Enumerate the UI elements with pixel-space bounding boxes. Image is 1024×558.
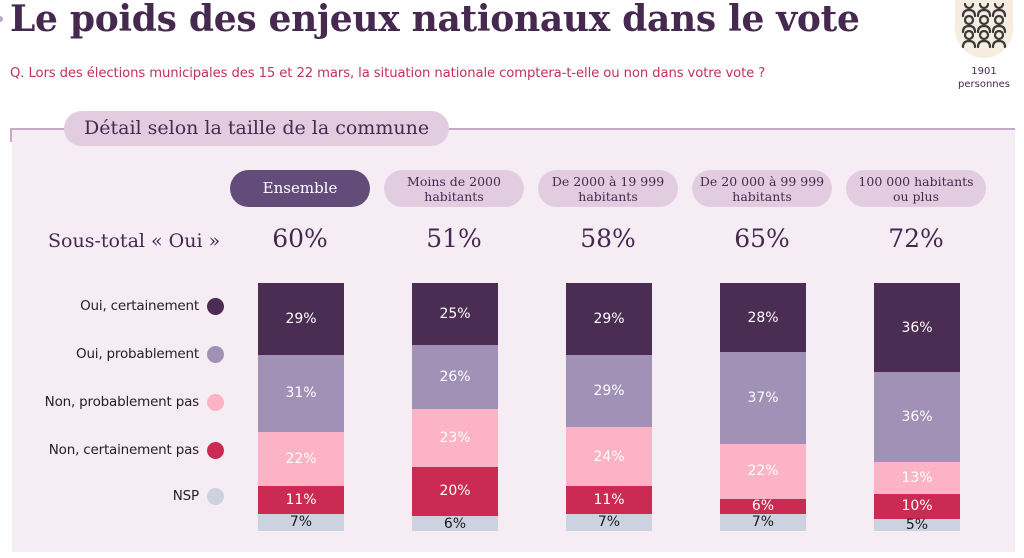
bar-value-label: 11% — [285, 491, 317, 508]
subtotal-value: 60% — [272, 224, 328, 253]
bar-segment-oui-certainement: 29% — [566, 283, 652, 355]
category-pill-2000-19999[interactable]: De 2000 à 19 999 habitants — [538, 170, 678, 207]
bar-value-label: 6% — [443, 515, 467, 532]
bar-segment-nsp: 6% — [412, 515, 498, 532]
bar-value-label: 25% — [439, 306, 471, 322]
bar-value-label: 22% — [285, 451, 317, 468]
legend-swatch — [207, 487, 224, 505]
bar-value-label: 5% — [905, 516, 929, 533]
bar-value-label: 36% — [901, 319, 933, 336]
bar-segment-oui-probablement: 29% — [566, 354, 652, 427]
bar-value-label: 28% — [747, 309, 779, 326]
bar-segment-non-probablement-pas: 22% — [720, 444, 806, 499]
bar-segment-oui-probablement: 26% — [412, 345, 498, 410]
sample-size-badge: 1901 personnes — [944, 0, 1024, 91]
bar-value-label: 22% — [747, 463, 779, 480]
legend-item-oui-certainement: Oui, certainement — [80, 296, 224, 316]
section-title: Détail selon la taille de la commune — [64, 111, 450, 146]
legend-swatch — [207, 297, 224, 315]
bar-segment-non-certainement-pas: 11% — [258, 486, 344, 514]
people-group-icon — [955, 0, 1013, 58]
bar-value-label: 29% — [593, 310, 625, 327]
category-pill-20000-99999[interactable]: De 20 000 à 99 999 habitants — [692, 170, 832, 207]
subtotal-value: 72% — [888, 224, 944, 253]
legend-swatch — [207, 441, 224, 459]
subtotal-label: Sous-total « Oui » — [48, 230, 221, 252]
legend-item-non-certainement-pas: Non, certainement pas — [49, 440, 224, 460]
bar-value-label: 7% — [751, 514, 775, 531]
legend-label: Oui, certainement — [80, 298, 199, 314]
bar-segment-oui-certainement: 28% — [720, 283, 806, 353]
category-pill-100000-plus[interactable]: 100 000 habitants ou plus — [846, 170, 986, 207]
bar-segment-oui-probablement: 37% — [720, 352, 806, 445]
subtotal-value: 65% — [734, 224, 790, 253]
bar-segment-non-certainement-pas: 11% — [566, 486, 652, 514]
bar-value-label: 20% — [439, 483, 471, 500]
bar-segment-non-probablement-pas: 24% — [566, 426, 652, 487]
legend-label: Non, probablement pas — [44, 394, 200, 410]
legend-label: Non, certainement pas — [48, 442, 199, 458]
legend-label: NSP — [172, 488, 199, 504]
bar-segment-non-probablement-pas: 13% — [874, 461, 960, 494]
legend-item-nsp: NSP — [173, 486, 224, 506]
bar-segment-nsp: 7% — [258, 513, 344, 531]
legend-item-non-probablement-pas: Non, probablement pas — [45, 392, 224, 412]
bar-value-label: 23% — [439, 429, 471, 446]
bar-value-label: 24% — [593, 448, 625, 465]
bar-value-label: 13% — [901, 469, 933, 486]
bar-value-label: 31% — [285, 385, 317, 402]
bar-segment-nsp: 7% — [720, 513, 806, 531]
bar-value-label: 29% — [285, 310, 317, 327]
bar-segment-non-probablement-pas: 22% — [258, 431, 344, 487]
bar-value-label: 6% — [751, 498, 775, 515]
panel-divider — [10, 128, 1015, 130]
bar-segment-nsp: 5% — [874, 516, 960, 533]
bar-segment-oui-probablement: 36% — [874, 372, 960, 462]
subtotal-value: 51% — [426, 224, 482, 253]
bar-value-label: 37% — [747, 390, 779, 407]
survey-question: Q. Lors des élections municipales des 15… — [10, 66, 766, 81]
bar-segment-oui-certainement: 29% — [258, 283, 344, 355]
bar-segment-oui-certainement: 36% — [874, 283, 960, 373]
bar-segment-nsp: 7% — [566, 513, 652, 531]
bar-value-label: 11% — [593, 491, 625, 508]
subtotal-value: 58% — [580, 224, 636, 253]
bar-segment-non-probablement-pas: 23% — [412, 409, 498, 467]
bar-value-label: 26% — [439, 369, 471, 386]
bar-segment-non-certainement-pas: 20% — [412, 466, 498, 517]
category-pill-ensemble[interactable]: Ensemble — [230, 170, 370, 207]
legend-swatch — [207, 345, 224, 363]
bar-value-label: 29% — [593, 382, 625, 399]
page-title: Le poids des enjeux nationaux dans le vo… — [10, 0, 860, 40]
bar-value-label: 7% — [289, 514, 313, 531]
legend-label: Oui, probablement — [76, 346, 199, 362]
legend-item-oui-probablement: Oui, probablement — [76, 344, 224, 364]
sample-label: personnes — [958, 79, 1010, 90]
bar-segment-oui-certainement: 25% — [412, 283, 498, 345]
sample-count: 1901 — [971, 66, 997, 77]
title-accent-dot — [0, 16, 3, 22]
bar-segment-oui-probablement: 31% — [258, 354, 344, 432]
legend-swatch — [207, 393, 224, 411]
panel-divider-left — [10, 128, 12, 142]
bar-value-label: 7% — [597, 514, 621, 531]
bar-segment-non-certainement-pas: 6% — [720, 498, 806, 515]
bar-segment-non-certainement-pas: 10% — [874, 493, 960, 519]
bar-value-label: 10% — [901, 498, 933, 515]
category-pill-moins-2000[interactable]: Moins de 2000 habitants — [384, 170, 524, 207]
bar-value-label: 36% — [901, 408, 933, 425]
